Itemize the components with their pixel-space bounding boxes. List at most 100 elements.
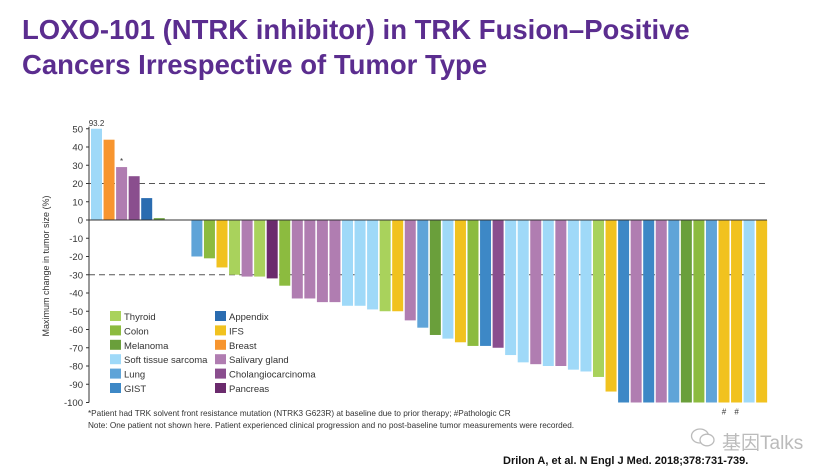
legend-label: Pancreas (229, 384, 269, 395)
legend-swatch (110, 325, 121, 336)
legend-label: Colon (124, 326, 149, 337)
y-tick-label: 20 (72, 179, 83, 190)
legend-label: Thyroid (124, 312, 156, 323)
y-tick-label: -50 (69, 307, 83, 318)
y-tick-label: -90 (69, 380, 83, 391)
bar (454, 220, 466, 343)
y-tick-label: -20 (69, 252, 83, 263)
y-axis-label: Maximum change in tumor size (%) (41, 195, 51, 336)
y-tick-label: 10 (72, 197, 83, 208)
legend-label: Soft tissue sarcoma (124, 355, 208, 366)
legend-swatch (215, 339, 226, 350)
legend-swatch (110, 368, 121, 379)
bar (630, 220, 642, 403)
bar (467, 220, 479, 346)
legend-swatch (215, 354, 226, 365)
bar-label: 93.2 (89, 119, 105, 128)
bar (266, 220, 278, 279)
bar (743, 220, 755, 403)
legend-label: Appendix (229, 312, 269, 323)
bar (693, 220, 705, 403)
legend-swatch (215, 311, 226, 321)
bar (655, 220, 667, 403)
legend-label: Cholangiocarcinoma (229, 370, 316, 381)
bar (731, 220, 743, 403)
bar (153, 218, 165, 220)
bar (668, 220, 680, 403)
bar (555, 220, 567, 366)
y-tick-label: -100 (64, 398, 83, 409)
legend-label: Salivary gland (229, 355, 289, 366)
y-tick-label: 0 (78, 216, 83, 227)
watermark: 基因Talks (690, 427, 803, 455)
legend-label: Lung (124, 370, 145, 381)
title-line-2: Cancers Irrespective of Tumor Type (22, 49, 488, 80)
legend-swatch (215, 383, 226, 393)
y-tick-label: 30 (72, 161, 83, 172)
footnote-2: Note: One patient not shown here. Patien… (88, 421, 575, 430)
bar (593, 220, 604, 377)
bar (429, 220, 441, 335)
y-tick-label: -40 (69, 289, 83, 300)
bar (480, 220, 492, 346)
y-tick-label: -10 (69, 234, 83, 245)
bar (442, 220, 454, 339)
title-line-1: LOXO-101 (NTRK inhibitor) in TRK Fusion–… (22, 14, 690, 45)
legend-label: GIST (124, 384, 146, 395)
y-tick-label: -30 (69, 270, 83, 281)
bar (342, 220, 353, 306)
legend-swatch (215, 368, 226, 379)
bar (404, 220, 416, 321)
bar (191, 220, 203, 257)
bar (91, 128, 102, 220)
bar (216, 220, 228, 268)
bar (116, 167, 128, 220)
legend-swatch (110, 339, 121, 350)
bar (229, 220, 241, 275)
y-tick-label: 50 (72, 124, 83, 135)
bar (530, 220, 542, 365)
bar (354, 220, 366, 306)
bar (329, 220, 341, 303)
bar (580, 220, 592, 372)
bar (542, 220, 554, 366)
legend-label: IFS (229, 326, 244, 337)
footnote-1: *Patient had TRK solvent front resistanc… (88, 409, 511, 418)
legend-swatch (215, 325, 226, 336)
bar (203, 220, 215, 259)
bar (756, 220, 768, 403)
bar (492, 220, 504, 348)
bar (705, 220, 717, 403)
bar (241, 220, 253, 277)
bar (517, 220, 529, 363)
legend-label: Melanoma (124, 341, 169, 352)
y-tick-label: -70 (69, 343, 83, 354)
watermark-text: 基因Talks (722, 432, 804, 454)
bar (141, 198, 153, 220)
legend-swatch (110, 354, 121, 365)
slide-title: LOXO-101 (NTRK inhibitor) in TRK Fusion–… (22, 12, 690, 82)
bar (618, 220, 630, 403)
bar (718, 220, 730, 403)
bar (291, 220, 303, 299)
bar-label: # (734, 408, 739, 417)
y-tick-label: -80 (69, 362, 83, 373)
bar (567, 220, 579, 370)
bar (279, 220, 291, 286)
legend-label: Breast (229, 341, 257, 352)
citation: Drilon A, et al. N Engl J Med. 2018;378:… (503, 455, 749, 467)
bar (304, 220, 316, 299)
y-tick-label: -60 (69, 325, 83, 336)
bar (316, 220, 328, 303)
bar (367, 220, 379, 310)
bar (103, 139, 115, 220)
bar-label: * (120, 157, 123, 166)
bar-label: # (722, 408, 727, 417)
bar (605, 220, 617, 392)
bar (254, 220, 266, 277)
legend-swatch (110, 383, 121, 393)
bar (392, 220, 404, 312)
wechat-icon (690, 427, 716, 455)
y-tick-label: 40 (72, 143, 83, 154)
